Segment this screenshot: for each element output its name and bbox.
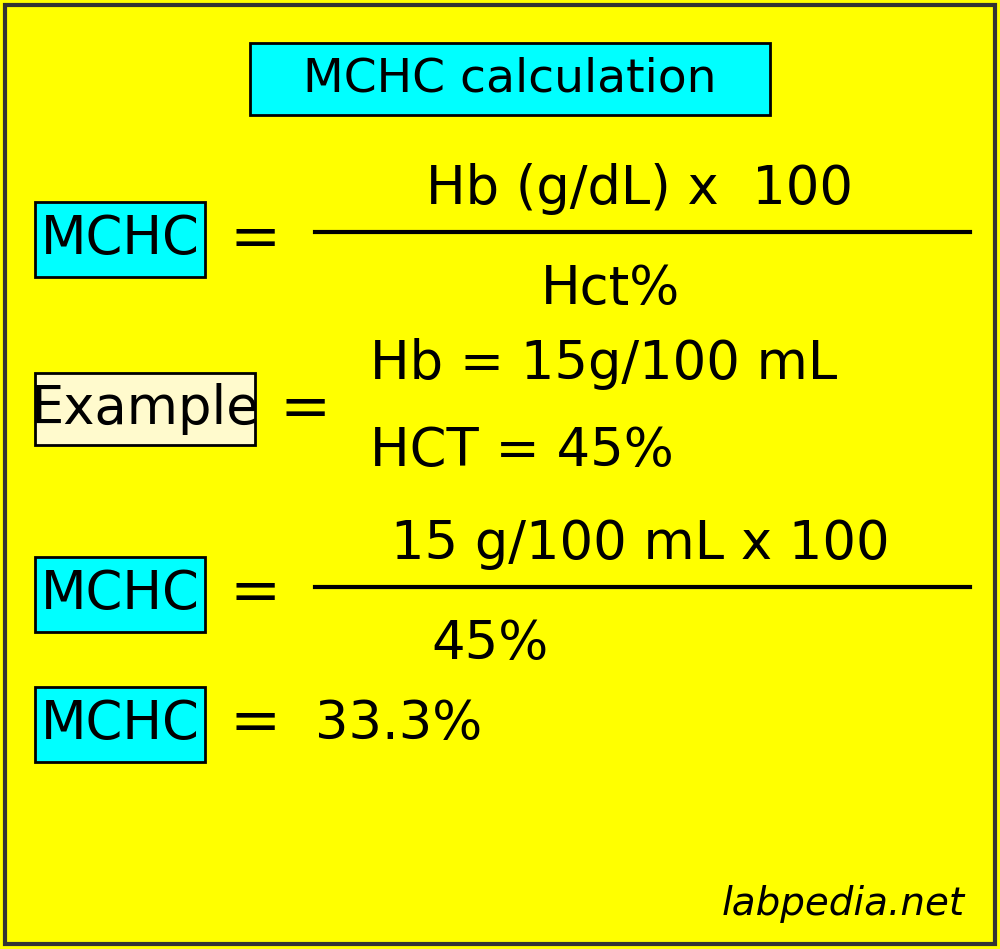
Text: labpedia.net: labpedia.net [722, 885, 965, 923]
Text: MCHC: MCHC [41, 698, 199, 750]
Text: 33.3%: 33.3% [315, 698, 482, 750]
Text: Example: Example [31, 383, 259, 435]
Text: MCHC: MCHC [41, 568, 199, 620]
Text: =: = [229, 695, 281, 754]
FancyBboxPatch shape [35, 686, 205, 761]
FancyBboxPatch shape [35, 556, 205, 631]
FancyBboxPatch shape [35, 373, 255, 445]
Text: MCHC calculation: MCHC calculation [303, 57, 717, 102]
Text: 45%: 45% [431, 618, 549, 670]
Text: 15 g/100 mL x 100: 15 g/100 mL x 100 [391, 518, 889, 570]
FancyBboxPatch shape [5, 5, 995, 944]
FancyBboxPatch shape [250, 43, 770, 115]
Text: Hb = 15g/100 mL: Hb = 15g/100 mL [370, 338, 837, 390]
Text: =: = [279, 380, 331, 438]
Text: =: = [229, 565, 281, 623]
Text: Hb (g/dL) x  100: Hb (g/dL) x 100 [426, 163, 854, 215]
Text: Hct%: Hct% [540, 263, 680, 315]
Text: MCHC: MCHC [41, 213, 199, 265]
Text: =: = [229, 210, 281, 269]
Text: HCT = 45%: HCT = 45% [370, 425, 674, 477]
FancyBboxPatch shape [35, 201, 205, 276]
